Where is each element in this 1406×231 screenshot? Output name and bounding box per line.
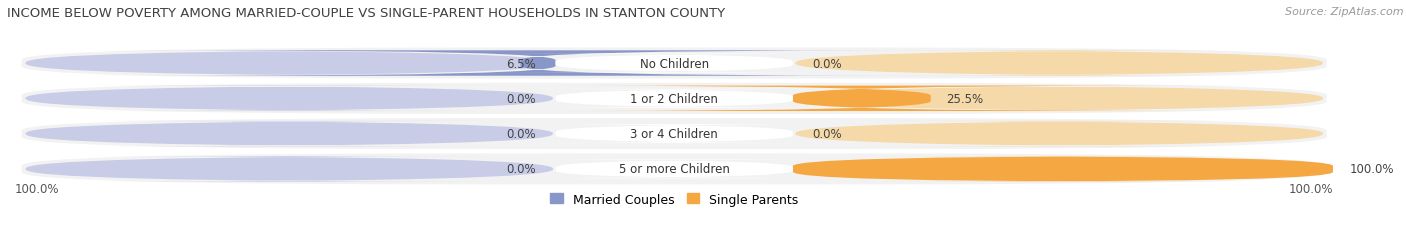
Text: 0.0%: 0.0% xyxy=(506,92,536,105)
Text: 0.0%: 0.0% xyxy=(506,128,536,140)
FancyBboxPatch shape xyxy=(503,125,845,143)
FancyBboxPatch shape xyxy=(503,160,845,179)
Text: Source: ZipAtlas.com: Source: ZipAtlas.com xyxy=(1285,7,1403,17)
Text: No Children: No Children xyxy=(640,57,709,70)
FancyBboxPatch shape xyxy=(796,86,1323,112)
FancyBboxPatch shape xyxy=(793,157,1333,182)
Text: 0.0%: 0.0% xyxy=(813,57,842,70)
Text: 25.5%: 25.5% xyxy=(946,92,984,105)
FancyBboxPatch shape xyxy=(25,86,553,112)
Text: 5 or more Children: 5 or more Children xyxy=(619,163,730,176)
Text: 100.0%: 100.0% xyxy=(15,182,59,195)
FancyBboxPatch shape xyxy=(187,51,890,76)
FancyBboxPatch shape xyxy=(503,54,845,73)
FancyBboxPatch shape xyxy=(796,157,1323,182)
Text: 1 or 2 Children: 1 or 2 Children xyxy=(630,92,718,105)
Text: 100.0%: 100.0% xyxy=(1350,163,1393,176)
FancyBboxPatch shape xyxy=(25,121,553,147)
Text: 6.5%: 6.5% xyxy=(506,57,536,70)
Text: 0.0%: 0.0% xyxy=(813,128,842,140)
FancyBboxPatch shape xyxy=(25,157,553,182)
FancyBboxPatch shape xyxy=(21,119,1327,149)
Text: INCOME BELOW POVERTY AMONG MARRIED-COUPLE VS SINGLE-PARENT HOUSEHOLDS IN STANTON: INCOME BELOW POVERTY AMONG MARRIED-COUPL… xyxy=(7,7,725,20)
FancyBboxPatch shape xyxy=(796,51,1323,76)
Text: 100.0%: 100.0% xyxy=(1289,182,1333,195)
Text: 3 or 4 Children: 3 or 4 Children xyxy=(630,128,718,140)
Legend: Married Couples, Single Parents: Married Couples, Single Parents xyxy=(546,188,803,211)
FancyBboxPatch shape xyxy=(21,48,1327,79)
Text: 0.0%: 0.0% xyxy=(506,163,536,176)
FancyBboxPatch shape xyxy=(503,89,845,108)
FancyBboxPatch shape xyxy=(796,121,1323,147)
FancyBboxPatch shape xyxy=(561,86,1161,112)
FancyBboxPatch shape xyxy=(25,51,553,76)
FancyBboxPatch shape xyxy=(21,83,1327,114)
FancyBboxPatch shape xyxy=(21,154,1327,185)
